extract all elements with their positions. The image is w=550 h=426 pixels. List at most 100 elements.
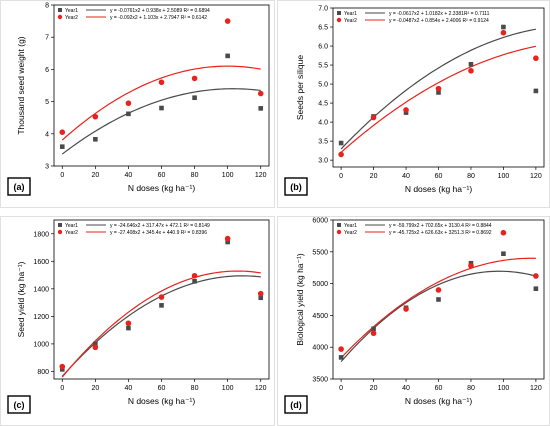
data-point-year2 xyxy=(224,235,231,242)
x-tick-label: 40 xyxy=(125,385,133,392)
panel-tag-label: (d) xyxy=(290,400,302,410)
x-axis-title: N doses (kg ha⁻¹) xyxy=(128,396,195,406)
data-point-year1 xyxy=(258,295,264,301)
legend-marker-year1 xyxy=(337,223,341,227)
x-tick-label: 20 xyxy=(370,173,378,180)
legend-name-year1: Year1 xyxy=(344,11,357,17)
y-tick-label: 800 xyxy=(37,369,49,376)
x-axis-title: N doses (kg ha⁻¹) xyxy=(405,396,472,406)
y-tick-label: 5 xyxy=(45,99,49,106)
fit-curve-year1 xyxy=(61,88,261,155)
y-tick-label: 5000 xyxy=(312,281,328,288)
y-axis-title: Thousand seed weight (g) xyxy=(16,36,26,134)
y-tick-label: 3.5 xyxy=(318,139,328,146)
x-tick-label: 60 xyxy=(158,172,166,179)
x-tick-label: 100 xyxy=(498,385,510,392)
panel-tag-box xyxy=(284,177,308,196)
y-tick-label: 4.5 xyxy=(318,101,328,108)
legend-marker-year2 xyxy=(336,17,342,23)
x-tick-label: 40 xyxy=(125,172,133,179)
fit-curve-year2 xyxy=(61,65,261,141)
data-point-year1 xyxy=(93,341,98,347)
data-point-year1 xyxy=(501,251,506,257)
legend-name-year2: Year2 xyxy=(65,15,78,21)
data-point-year1 xyxy=(59,144,65,149)
data-point-year1 xyxy=(258,106,264,111)
y-tick-label: 4.0 xyxy=(318,120,328,127)
y-tick-label: 1200 xyxy=(33,314,49,321)
legend-equation-year2: y = -45.725x2 + 626.63x + 3251.3 R² = 0.… xyxy=(389,230,492,236)
data-point-year2 xyxy=(370,330,377,337)
x-tick-label: 80 xyxy=(191,385,199,392)
data-point-year1 xyxy=(533,88,539,94)
x-tick-label: 0 xyxy=(60,385,64,392)
legend-marker-year1 xyxy=(58,8,62,12)
data-point-year2 xyxy=(435,287,442,293)
x-tick-label: 0 xyxy=(60,172,64,179)
x-tick-label: 80 xyxy=(467,385,475,392)
y-tick-label: 8 xyxy=(45,3,49,10)
legend-equation-year2: y = -0.092x2 + 1.103x + 2.7947 R² = 0.61… xyxy=(110,15,207,21)
data-point-year2 xyxy=(92,113,99,120)
data-point-year2 xyxy=(59,129,66,135)
legend-marker-year2 xyxy=(57,229,63,235)
x-tick-label: 20 xyxy=(91,172,99,179)
y-axis-title: Seeds per silique xyxy=(295,55,305,120)
x-tick-label: 120 xyxy=(530,385,542,392)
data-point-year2 xyxy=(125,320,132,327)
legend-equation-year1: y = -24.646x2 + 317.47x + 472.1 R² = 0.8… xyxy=(110,223,210,229)
data-point-year2 xyxy=(533,273,539,279)
y-axis-title: Seed yield (kg ha⁻¹) xyxy=(16,261,26,337)
x-tick-label: 40 xyxy=(402,173,410,180)
data-point-year2 xyxy=(224,18,231,24)
panel-tag-box xyxy=(7,177,31,196)
y-tick-label: 3500 xyxy=(312,377,328,384)
data-point-year2 xyxy=(158,79,165,86)
data-point-year1 xyxy=(192,278,197,284)
legend-name-year2: Year2 xyxy=(344,18,357,24)
x-tick-label: 120 xyxy=(530,173,542,180)
x-axis-title: N doses (kg ha⁻¹) xyxy=(405,184,472,194)
data-point-year1 xyxy=(468,61,474,67)
y-tick-label: 7.0 xyxy=(318,6,328,13)
x-axis-title: N doses (kg ha⁻¹) xyxy=(128,183,195,193)
x-tick-label: 60 xyxy=(435,385,443,392)
panel-tag-label: (b) xyxy=(290,182,302,192)
data-point-year2 xyxy=(257,290,264,297)
y-tick-label: 1000 xyxy=(33,341,49,348)
data-point-year2 xyxy=(125,100,132,107)
x-tick-label: 0 xyxy=(339,173,343,180)
data-point-year2 xyxy=(92,344,99,351)
x-tick-label: 100 xyxy=(222,385,234,392)
x-tick-label: 120 xyxy=(255,172,267,179)
legend-equation-year1: y = -59.799x2 + 702.65x + 3130.4 R² = 0.… xyxy=(389,223,492,229)
data-point-year1 xyxy=(501,24,506,30)
fit-curve-year2 xyxy=(61,270,261,378)
y-tick-label: 1600 xyxy=(33,259,49,266)
y-tick-label: 1400 xyxy=(33,286,49,293)
legend-marker-year1 xyxy=(58,223,62,227)
data-point-year1 xyxy=(93,136,98,142)
legend-name-year1: Year1 xyxy=(344,223,357,229)
x-tick-label: 100 xyxy=(498,173,510,180)
chart-panel-c: 0 20 40 60 80 100 120 800 1000 1200 1400 1600 1800 N … xyxy=(0,216,275,426)
data-point-year1 xyxy=(192,95,197,101)
legend-equation-year2: y = -0.0487x2 + 0.854x + 2.4006 R² = 0.9… xyxy=(389,18,489,24)
panel-tag-label: (a) xyxy=(14,182,25,192)
y-tick-label: 6000 xyxy=(312,218,328,225)
x-tick-label: 100 xyxy=(222,172,234,179)
data-point-year2 xyxy=(191,75,198,82)
data-point-year2 xyxy=(533,55,539,62)
data-point-year2 xyxy=(338,151,344,158)
data-point-year2 xyxy=(191,272,198,279)
data-point-year2 xyxy=(500,29,507,36)
y-tick-label: 5.0 xyxy=(318,82,328,89)
panel-tag-label: (c) xyxy=(14,400,25,410)
chart-panel-b: 0 20 40 60 80 100 120 3.0 3.5 4.0 4.5 5.0 5.5 6.0 6.5 7… xyxy=(277,0,550,208)
legend-equation-year1: y = -0.0617x2 + 1.0182x + 2.3381R² = 0.7… xyxy=(389,11,490,17)
chart-panel-d: 0 20 40 60 80 100 120 3500 4000 4500 5000 5500 6000 N… xyxy=(277,216,550,426)
x-tick-label: 60 xyxy=(158,385,166,392)
y-tick-label: 1800 xyxy=(33,231,49,238)
y-tick-label: 3.0 xyxy=(318,158,328,165)
